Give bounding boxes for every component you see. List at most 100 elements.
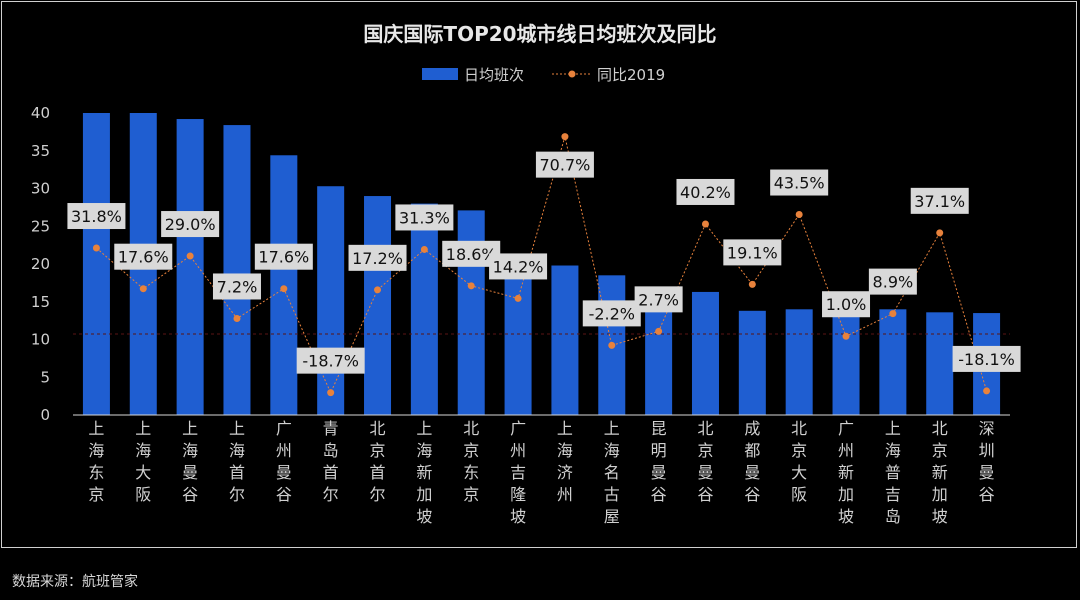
y-axis: 0 5 10 15 20 25 30 35 40 [31, 104, 50, 424]
x-tick-label: 上海济州 [557, 419, 573, 504]
x-tick-label: 广州吉隆坡 [510, 419, 526, 526]
x-tick-label: 成都曼谷 [744, 419, 760, 504]
data-label: 70.7% [540, 156, 591, 175]
x-tick-label: 上海曼谷 [182, 419, 198, 504]
line-point [374, 286, 382, 294]
bar [410, 203, 438, 415]
x-tick-label: 上海普吉岛 [885, 419, 901, 526]
data-label-box [348, 244, 407, 271]
data-label-box [67, 203, 126, 230]
x-tick-label: 昆明曼谷 [651, 419, 667, 504]
line-point [936, 229, 944, 237]
data-label: 31.3% [399, 208, 450, 227]
line-point [467, 282, 475, 290]
legend: 日均班次 同比2019 [422, 66, 665, 84]
data-label-box [868, 268, 917, 295]
bar [879, 309, 907, 415]
bar [504, 259, 532, 415]
x-tick-label: 青岛首尔 [323, 419, 339, 504]
data-label-box [535, 151, 594, 178]
data-label-box [114, 243, 173, 270]
data-label: 37.1% [914, 192, 965, 211]
data-label: 17.2% [352, 249, 403, 268]
y-tick-label: 15 [31, 293, 50, 311]
line-point [561, 133, 569, 141]
x-tick-label: 北京新加坡 [932, 419, 948, 526]
data-label: 8.9% [873, 273, 914, 292]
line-point [748, 280, 756, 288]
y-tick-label: 40 [31, 104, 50, 122]
line-point [233, 314, 241, 322]
line-point [795, 211, 803, 219]
data-label-box [296, 347, 365, 374]
data-label: 17.6% [118, 248, 169, 267]
y-tick-label: 0 [40, 406, 50, 424]
x-tick-label: 上海首尔 [229, 419, 245, 504]
x-tick-label: 深圳曼谷 [979, 419, 995, 504]
x-axis: 上海东京 上海大阪 上海曼谷 上海首尔 广州曼谷 青岛首尔 北京首尔 上海新加坡 北京东京 广州吉… [88, 419, 994, 526]
bar-line-chart: 国庆国际TOP20城市线日均班次及同比 日均班次 同比2019 0 5 10 15 20… [31, 22, 1021, 526]
data-label: 17.6% [258, 248, 309, 267]
bar [317, 186, 345, 415]
data-labels-layer: 31.8%17.6%29.0%7.2%17.6%-18.7%17.2%31.3%… [67, 151, 1021, 374]
x-tick-label: 北京大阪 [791, 419, 807, 504]
line-point [92, 244, 100, 252]
data-label: -2.2% [589, 304, 635, 323]
line-point [983, 387, 991, 395]
y-tick-label: 30 [31, 180, 50, 198]
y-tick-label: 5 [40, 368, 50, 386]
data-label: 18.6% [446, 245, 497, 264]
legend-swatch-marker [568, 70, 576, 78]
y-tick-label: 35 [31, 142, 50, 160]
data-label: 2.7% [638, 290, 679, 309]
data-label-box [582, 300, 641, 327]
legend-label-line: 同比2019 [597, 66, 665, 84]
data-label-box [723, 239, 782, 266]
x-tick-label: 上海新加坡 [416, 419, 432, 526]
y-tick-label: 20 [31, 255, 50, 273]
bar [691, 291, 719, 415]
yoy-line [96, 136, 988, 394]
line-point [889, 310, 897, 318]
data-label: 31.8% [71, 207, 122, 226]
data-label: -18.1% [958, 350, 1015, 369]
data-label: 7.2% [217, 277, 258, 296]
y-tick-label: 10 [31, 331, 50, 349]
bar [364, 196, 392, 415]
data-label-box [676, 178, 735, 205]
bar [832, 309, 860, 415]
bar [785, 309, 813, 415]
x-axis-line [73, 333, 1010, 416]
line-point [420, 245, 428, 253]
bar [926, 312, 954, 415]
line-point [608, 341, 616, 349]
x-tick-label: 北京首尔 [370, 419, 386, 504]
line-point [701, 220, 709, 228]
data-label: -18.7% [302, 352, 359, 371]
data-label-box [770, 169, 829, 196]
data-label: 14.2% [493, 257, 544, 276]
data-label-box [161, 211, 220, 238]
data-label: 1.0% [826, 295, 867, 314]
x-tick-label: 北京曼谷 [697, 419, 713, 504]
bar [223, 125, 251, 415]
x-tick-label: 上海大阪 [135, 419, 151, 504]
line-point [139, 285, 147, 293]
line-point [842, 332, 850, 340]
data-label-box [910, 187, 969, 214]
bar [738, 310, 766, 415]
data-label-box [952, 345, 1021, 372]
legend-label-bars: 日均班次 [464, 66, 524, 84]
bar [270, 155, 298, 415]
data-label-box [489, 253, 548, 280]
data-label-box [822, 291, 871, 318]
data-label-box [212, 273, 261, 300]
line-point [280, 285, 288, 293]
line-point [186, 252, 194, 260]
line-series-layer [92, 133, 991, 397]
bar [176, 119, 204, 415]
x-tick-label: 广州曼谷 [276, 419, 292, 504]
data-label-box [634, 286, 683, 313]
chart-frame [1, 1, 1077, 548]
